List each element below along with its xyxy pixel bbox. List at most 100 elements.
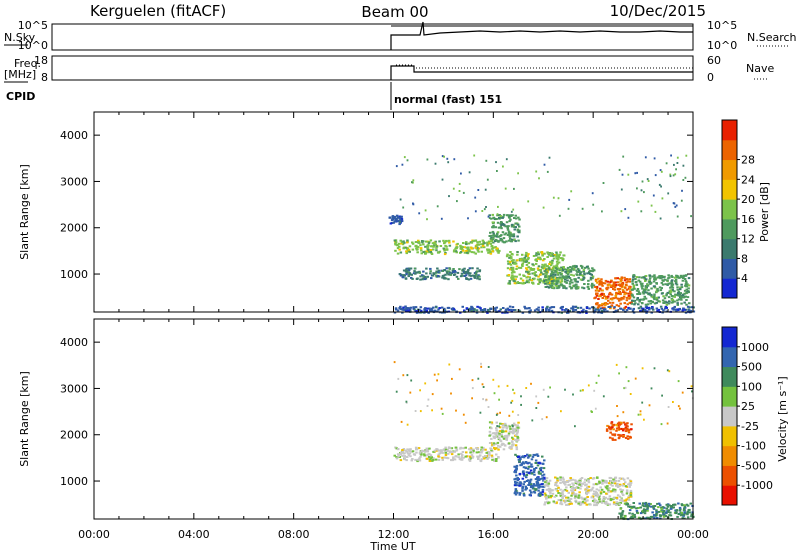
power-cell [534,258,537,261]
power-cell [396,247,400,250]
power-cell [565,272,568,275]
power-cell [600,292,603,295]
power-cell [402,306,405,309]
power-cell [546,256,549,258]
power-cell [621,173,624,176]
velocity-cell [405,450,408,453]
power-cell [648,277,652,280]
velocity-cell [655,512,658,515]
velocity-cell [575,483,579,485]
power-cell [510,225,514,228]
power-cell [640,307,644,310]
velocity-cell [490,454,494,457]
velocity-cell [621,511,624,514]
power-cell [458,190,461,192]
velocity-cell [510,401,513,404]
power-cell [604,295,608,298]
velocity-cell [406,374,409,377]
velocity-cell [460,458,463,461]
power-cell [500,216,503,219]
velocity-cell [470,454,474,457]
power-cell [501,240,505,243]
power-cell [513,280,516,283]
power-cell [642,289,646,292]
power-sparse-echoes [395,154,692,221]
power-cell [505,240,508,243]
power-cell [513,217,516,219]
power-cell [494,240,497,243]
power-cell [528,307,531,309]
power-cell [624,283,628,286]
velocity-cell [514,488,518,491]
power-cell [642,307,645,310]
power-cell [665,306,668,309]
power-cell [579,272,582,275]
velocity-cell [598,481,601,484]
power-cell [563,286,566,289]
power-feature-3 [488,213,521,244]
power-cell [496,170,498,172]
power-cell [483,308,486,311]
power-cell [417,240,421,243]
power-cell [622,297,625,300]
velocity-cell [595,483,598,486]
power-feature-6 [593,276,633,310]
velocity-cell [622,483,626,485]
velocity-cell [601,479,605,482]
power-cell [490,234,493,237]
velocity-cell [451,377,453,380]
power-cell [500,221,503,223]
power-cell [591,275,595,278]
power-cell [515,275,518,278]
power-cell [594,286,597,288]
velocity-cell [598,494,601,497]
power-cell [501,311,504,314]
velocity-colorbar-swatch [722,346,737,368]
velocity-cell [508,414,511,417]
power-cell [545,310,548,313]
power-cell [552,279,555,282]
velocity-cell [605,481,609,484]
power-cell [514,217,518,220]
power-cell [676,302,679,305]
velocity-cell [542,467,546,470]
power-cell [480,250,483,253]
power-cell [635,283,639,286]
power-cell [414,245,417,248]
velocity-cell [672,503,675,506]
velocity-cell [405,400,408,403]
power-cell [563,277,566,280]
power-cell [632,276,635,279]
power-cell [495,235,498,238]
power-cell [471,306,474,309]
velocity-cell [482,398,484,401]
power-cell [689,309,693,312]
power-cell [667,302,671,305]
velocity-cell [652,507,656,510]
velocity-cell [656,517,659,519]
velocity-cell [519,458,522,461]
velocity-cell [620,490,623,493]
velocity-cell [612,428,615,431]
power-cell [474,210,477,213]
power-cell [665,294,668,297]
velocity-cell [624,427,627,430]
power-cell [582,269,586,272]
power-cell [468,250,472,253]
power-cell [440,306,444,309]
velocity-cell [500,435,504,438]
velocity-cell [561,497,564,500]
power-cell [674,278,678,281]
power-cell [503,241,507,244]
power-cell [435,249,438,252]
power-cell [581,265,584,268]
velocity-cell [585,487,589,489]
velocity-cell [475,451,479,454]
power-cell [390,219,394,222]
power-cell [513,239,516,241]
power-cell [668,282,672,285]
power-cell [685,291,689,294]
power-cell [464,274,468,277]
power-cell [569,270,573,273]
power-cell [478,270,481,273]
